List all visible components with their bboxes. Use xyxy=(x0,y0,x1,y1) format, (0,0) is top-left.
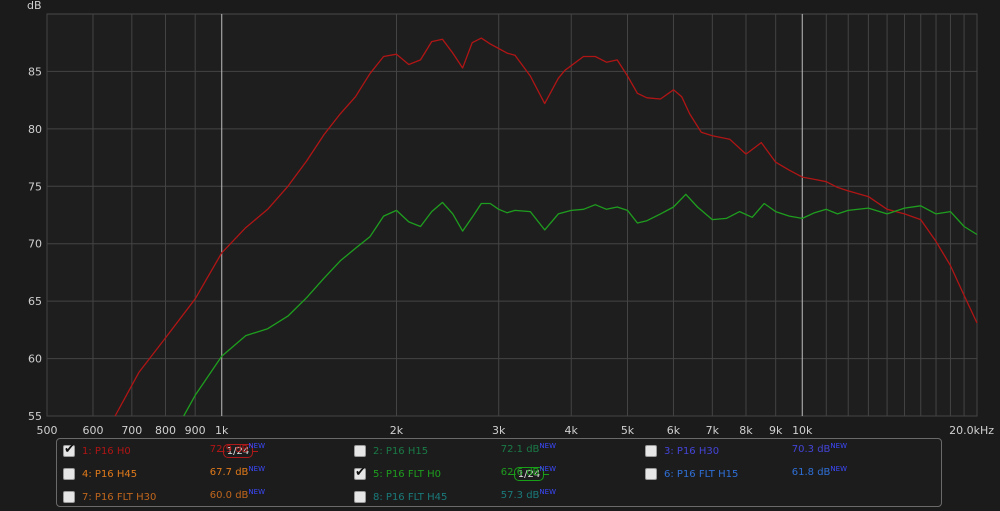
new-badge: NEW xyxy=(539,488,556,496)
series-line-2 xyxy=(183,193,978,417)
legend-value: 72.9 dBNEW xyxy=(209,442,265,455)
x-tick-label: 6k xyxy=(667,424,681,437)
new-badge: NEW xyxy=(248,488,265,496)
legend-label: 5: P16 FLT H0 xyxy=(373,468,441,480)
y-tick-label: 85 xyxy=(28,65,42,78)
x-tick-label: 500 xyxy=(37,424,58,437)
legend-item[interactable]: 8: P16 FLT H45 xyxy=(354,487,447,507)
x-tick-label: 2k xyxy=(390,424,404,437)
y-tick-label: 75 xyxy=(28,180,42,193)
legend-checkbox[interactable] xyxy=(645,445,657,457)
legend-checkbox[interactable] xyxy=(354,445,366,457)
new-badge: NEW xyxy=(830,465,847,473)
legend-item[interactable]: 1: P16 H0 xyxy=(63,441,131,461)
legend-label: 4: P16 H45 xyxy=(82,468,138,480)
y-tick-label: 65 xyxy=(28,295,42,308)
legend-value: 61.8 dBNEW xyxy=(791,465,847,478)
smoothing-indicator[interactable]: 1/24 xyxy=(509,467,549,481)
x-tick-label: 900 xyxy=(185,424,206,437)
legend-value: 72.1 dBNEW xyxy=(500,442,556,455)
x-tick-label: 5k xyxy=(621,424,635,437)
x-tick-label: 7k xyxy=(706,424,720,437)
x-tick-label: 3k xyxy=(492,424,506,437)
legend-value: 67.7 dBNEW xyxy=(209,465,265,478)
grid-lines xyxy=(46,14,978,417)
y-tick-label: 80 xyxy=(28,123,42,136)
y-tick-label: 70 xyxy=(28,238,42,251)
smoothing-indicator[interactable]: 1/24 xyxy=(218,444,258,458)
frequency-response-chart: 55 60 65 70 75 80 85 500 600 700 800 900 1k 2k 3k 4k 5k 6… xyxy=(27,0,995,437)
new-badge: NEW xyxy=(830,442,847,450)
new-badge: NEW xyxy=(248,465,265,473)
legend-label: 2: P16 H15 xyxy=(373,445,429,457)
legend-checkbox[interactable] xyxy=(645,468,657,480)
x-tick-label: 20.0kHz xyxy=(949,424,994,437)
legend-label: 6: P16 FLT H15 xyxy=(664,468,739,480)
x-tick-label: 1k xyxy=(215,424,229,437)
x-tick-label: 10k xyxy=(792,424,813,437)
x-tick-label: 600 xyxy=(82,424,103,437)
legend-item[interactable]: 6: P16 FLT H15 xyxy=(645,464,738,484)
new-badge: NEW xyxy=(248,442,265,450)
x-tick-label: 4k xyxy=(565,424,579,437)
series-line-1 xyxy=(114,37,978,417)
legend-item[interactable]: 4: P16 H45 xyxy=(63,464,137,484)
x-tick-label: 700 xyxy=(121,424,142,437)
legend-label: 1: P16 H0 xyxy=(82,445,131,457)
legend-label: 7: P16 FLT H30 xyxy=(82,491,157,503)
new-badge: NEW xyxy=(539,442,556,450)
legend-checkbox[interactable] xyxy=(63,491,75,503)
x-tick-label: 9k xyxy=(769,424,783,437)
legend-value: 62.6 dBNEW xyxy=(500,465,556,478)
y-axis-label: dB xyxy=(27,0,42,12)
new-badge: NEW xyxy=(539,465,556,473)
x-tick-label: 800 xyxy=(155,424,176,437)
x-tick-label: 8k xyxy=(739,424,753,437)
legend-checkbox[interactable] xyxy=(63,442,75,457)
y-tick-label: 55 xyxy=(28,410,42,423)
y-tick-label: 60 xyxy=(28,353,42,366)
axis-ticks: 55 60 65 70 75 80 85 500 600 700 800 900 1k 2k 3k 4k 5k 6… xyxy=(28,65,994,437)
legend-item[interactable]: 5: P16 FLT H0 xyxy=(354,464,441,484)
legend-value: 60.0 dBNEW xyxy=(209,488,265,501)
plot-area xyxy=(46,13,978,417)
legend-checkbox[interactable] xyxy=(63,468,75,480)
legend-item[interactable]: 3: P16 H30 xyxy=(645,441,719,461)
legend-checkbox[interactable] xyxy=(354,491,366,503)
legend-checkbox[interactable] xyxy=(354,465,366,480)
data-series xyxy=(114,37,978,417)
legend-label: 8: P16 FLT H45 xyxy=(373,491,448,503)
legend-item[interactable]: 7: P16 FLT H30 xyxy=(63,487,156,507)
legend-label: 3: P16 H30 xyxy=(664,445,720,457)
legend-value: 70.3 dBNEW xyxy=(791,442,847,455)
legend-item[interactable]: 2: P16 H15 xyxy=(354,441,428,461)
legend-value: 57.3 dBNEW xyxy=(500,488,556,501)
